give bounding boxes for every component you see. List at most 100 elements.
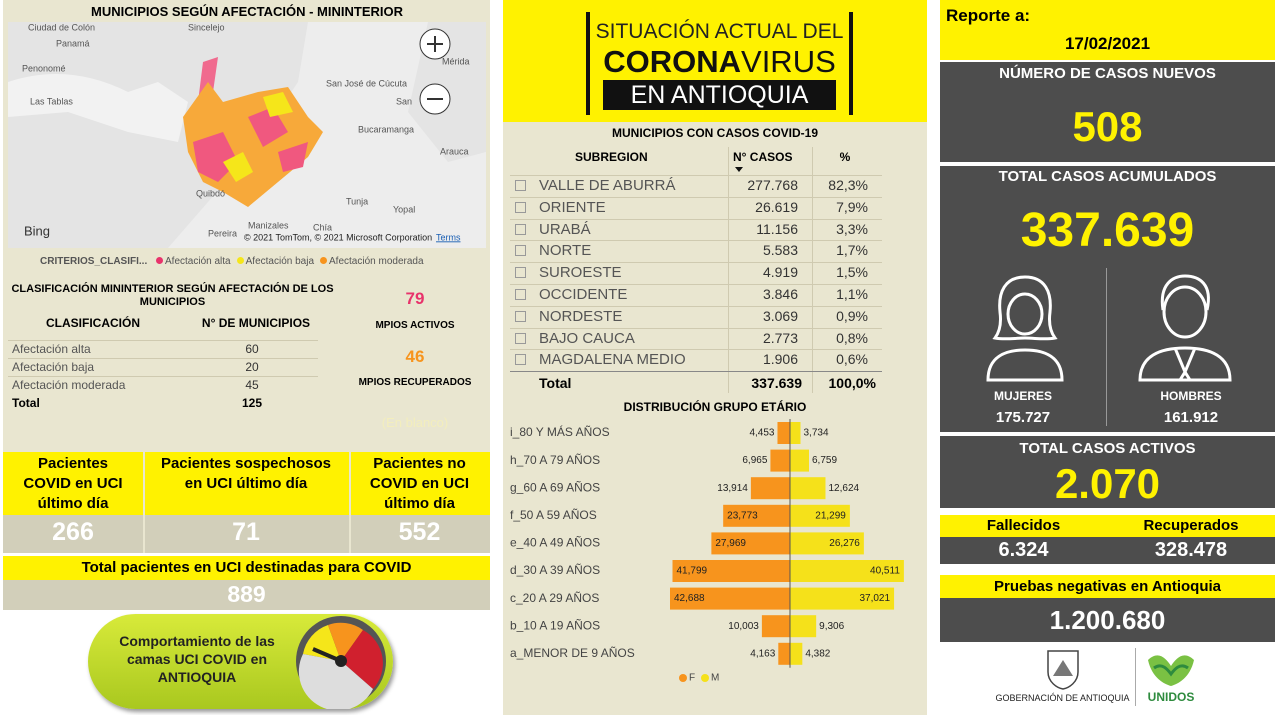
active-value: 79 <box>405 289 425 308</box>
bar <box>761 615 790 638</box>
expand-icon[interactable] <box>515 289 526 300</box>
legend-item: Afectación baja <box>236 256 314 267</box>
table-header: N° CASOS <box>733 150 793 164</box>
bar <box>790 642 803 665</box>
expand-icon[interactable] <box>515 245 526 257</box>
column-line <box>728 147 729 393</box>
value-label: 40,511 <box>870 566 900 577</box>
bar <box>790 532 864 555</box>
cases-value: 4.919 <box>762 264 798 281</box>
women-icon <box>986 275 1064 382</box>
new-value: 508 <box>1072 103 1143 150</box>
logo-divider <box>1135 648 1136 706</box>
table-total: Total <box>12 396 40 410</box>
cases-pct: 1,5% <box>836 264 868 281</box>
value-label: 21,299 <box>815 510 846 521</box>
cases-title: MUNICIPIOS CON CASOS COVID-19 <box>611 126 819 140</box>
bar <box>672 560 790 582</box>
expand-icon[interactable] <box>515 332 526 344</box>
value-label: 42,688 <box>674 593 705 604</box>
classification-title: CLASIFICACIÓN MININTERIOR SEGÚN AFECTACI… <box>11 283 334 308</box>
uci-label: Pacientes COVID en UCI último día <box>23 455 123 512</box>
unidos-mark <box>1148 655 1194 686</box>
new-bg <box>940 62 1275 162</box>
value-label: 4,163 <box>750 648 775 659</box>
cases-value: 5.583 <box>762 242 798 259</box>
expand-icon[interactable] <box>515 223 526 235</box>
classification-table: CLASIFICACIÓN N° DE MUNICIPIOS Afectación … <box>8 314 328 412</box>
category-label: f_50 A 59 AÑOS <box>510 508 597 522</box>
gauge-zone <box>298 654 373 709</box>
header-light: VIRUS <box>741 44 836 79</box>
row-line <box>510 175 882 176</box>
header-line3: EN ANTIOQUIA <box>603 80 836 110</box>
category-label: d_30 A 39 AÑOS <box>510 563 600 577</box>
value-label: 9,306 <box>819 621 844 632</box>
icon-hair <box>992 275 1058 341</box>
header-line2: CORONAVIRUS <box>590 44 849 80</box>
subregion-name: URABÁ <box>539 220 591 238</box>
uci-values-bg <box>3 515 490 553</box>
total-label: TOTAL CASOS ACUMULADOS <box>998 168 1217 185</box>
bar <box>770 449 790 472</box>
map-place: Arauca <box>440 146 469 156</box>
table-cell: 60 <box>245 342 259 356</box>
category-label: i_80 Y MÁS AÑOS <box>510 424 610 439</box>
cases-value: 11.156 <box>756 220 798 237</box>
map-terms[interactable]: Terms <box>436 232 461 242</box>
table-total: 125 <box>241 396 263 410</box>
legend-swatch <box>236 257 244 264</box>
legend-swatch <box>320 257 328 264</box>
expand-icon[interactable] <box>515 201 526 213</box>
bar <box>790 422 801 444</box>
cases-value: 3.846 <box>762 286 798 302</box>
legend-label: Afectación moderada <box>329 256 424 267</box>
table-header: N° DE MUNICIPIOS <box>201 316 311 330</box>
outcomes-values-bg <box>940 537 1275 564</box>
gauge-hub <box>335 655 347 667</box>
row-line <box>510 218 882 220</box>
legend-swatch <box>679 674 687 682</box>
row-line <box>510 327 882 329</box>
row-line <box>510 305 882 307</box>
bar <box>711 532 790 555</box>
cases-pct: 1,7% <box>836 242 868 259</box>
expand-icon[interactable] <box>515 267 526 279</box>
map-place: Sincelejo <box>188 22 225 32</box>
negative-value-bg <box>940 598 1275 642</box>
value-label: 6,759 <box>812 455 837 466</box>
legend-label: Afectación alta <box>165 256 231 267</box>
icon-body <box>1138 346 1232 382</box>
bar <box>790 560 904 582</box>
report-bg <box>940 0 1275 60</box>
negative-value: 1.200.680 <box>1049 605 1166 635</box>
legend-label: M <box>711 673 719 684</box>
uci-value: 71 <box>232 518 260 546</box>
total-line <box>510 371 882 372</box>
cases-pct: 7,9% <box>836 198 868 215</box>
women-value: 175.727 <box>995 409 1051 426</box>
expand-icon[interactable] <box>515 354 526 366</box>
map-place: Tunja <box>346 196 368 206</box>
chart-title: DISTRIBUCIÓN GRUPO ETÁRIO <box>624 399 807 414</box>
uci-beds-button[interactable]: Comportamiento de las camas UCI COVID en… <box>88 614 393 709</box>
map-place: Bucaramanga <box>358 124 414 134</box>
icon-face <box>1162 285 1208 339</box>
subregion-name: SUROESTE <box>539 264 622 282</box>
region <box>193 107 308 182</box>
gov-shield <box>1047 650 1079 690</box>
uci-label: Pacientes no COVID en UCI último día <box>369 455 470 512</box>
map-place: Pereira <box>208 228 237 238</box>
expand-icon[interactable] <box>515 180 526 191</box>
map: Bing © 2021 TomTom, © 2021 Microsoft Cor… <box>8 22 486 248</box>
negative-label: Pruebas negativas en Antioquia <box>994 578 1221 595</box>
uci-divider <box>349 452 351 553</box>
row-line <box>510 196 882 198</box>
icon-hair <box>1160 274 1210 311</box>
new-label: NÚMERO DE CASOS NUEVOS <box>999 65 1216 82</box>
bar <box>670 587 790 610</box>
expand-icon[interactable] <box>515 310 526 322</box>
table-cell: Afectación moderada <box>12 378 126 392</box>
cases-value: 26.619 <box>755 198 798 215</box>
